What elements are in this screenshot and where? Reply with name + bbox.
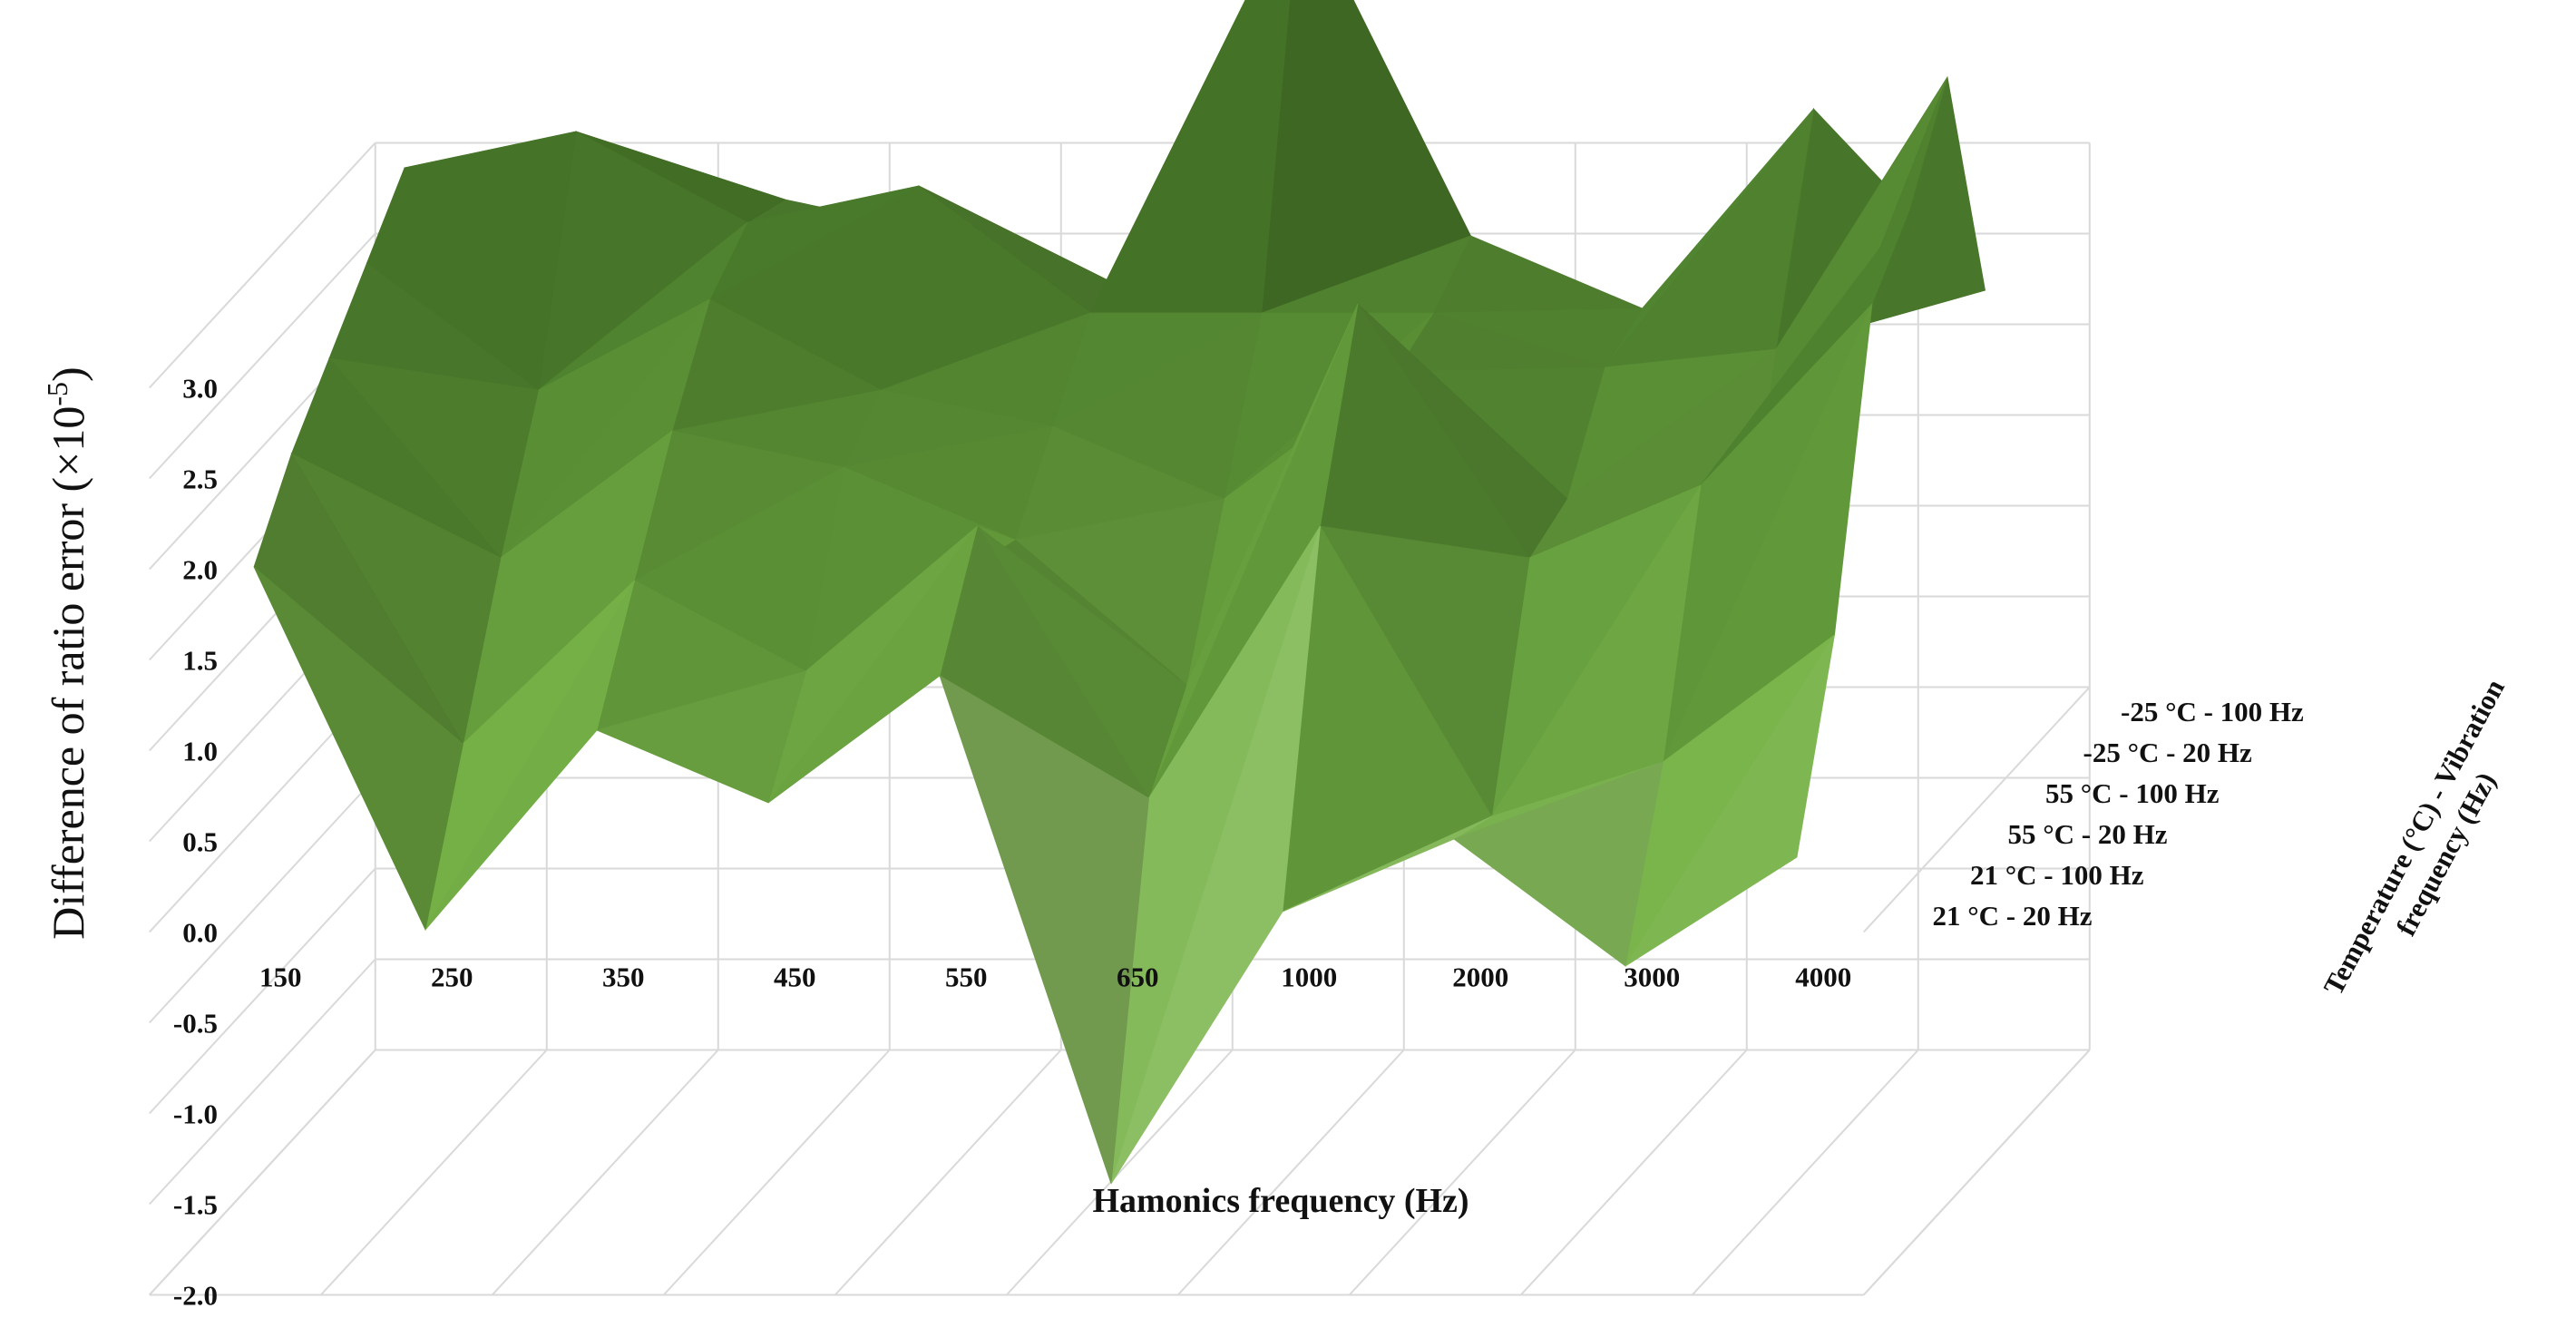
y-tick-label: -1.5 bbox=[173, 1189, 218, 1221]
x-tick-label: 4000 bbox=[1795, 962, 1851, 993]
y-tick-label: 3.0 bbox=[182, 373, 218, 405]
x-tick-label: 450 bbox=[774, 962, 816, 993]
floor-gridline bbox=[834, 1049, 1062, 1296]
depth-tick-label: -25 °C - 100 Hz bbox=[2121, 696, 2304, 727]
y-axis-title-exponent: -5 bbox=[41, 382, 73, 406]
x-tick-label: 150 bbox=[259, 962, 302, 993]
sidewall-gridline bbox=[149, 776, 376, 1024]
depth-tick-label: 55 °C - 20 Hz bbox=[2008, 818, 2168, 850]
depth-tick-label: -25 °C - 20 Hz bbox=[2083, 737, 2253, 768]
surface-facet bbox=[253, 566, 463, 932]
floor-gridline bbox=[663, 1049, 891, 1296]
floor-gridline bbox=[1349, 1049, 1576, 1296]
x-tick-label: 2000 bbox=[1452, 962, 1508, 993]
floor-gridline bbox=[1006, 1049, 1234, 1296]
y-axis-title-main: Difference of ratio error (×10 bbox=[43, 406, 93, 940]
right-depth-gridline bbox=[1863, 686, 2091, 933]
surface-facet bbox=[1110, 525, 1321, 1185]
x-tick-label: 3000 bbox=[1624, 962, 1680, 993]
y-axis-title-close: ) bbox=[43, 366, 93, 382]
floor-gridline bbox=[320, 1049, 548, 1296]
surface-facet bbox=[939, 675, 1149, 1185]
surface-facet bbox=[1282, 815, 1492, 913]
sidewall-gridline bbox=[149, 958, 376, 1206]
surface-facet bbox=[767, 525, 978, 804]
x-tick-label: 350 bbox=[602, 962, 645, 993]
y-axis-ticks: 3.0 2.5 2.0 1.5 1.0 0.5 0.0 -0.5 -1.0 -1.5 -2.0 bbox=[173, 373, 218, 1312]
x-tick-label: 650 bbox=[1117, 962, 1159, 993]
y-tick-label: -1.0 bbox=[173, 1098, 218, 1130]
y-tick-label: 1.0 bbox=[182, 736, 218, 767]
depth-tick-label: 21 °C - 100 Hz bbox=[1970, 859, 2144, 891]
x-tick-label: 1000 bbox=[1281, 962, 1337, 993]
y-tick-label: 0.0 bbox=[182, 917, 218, 949]
y-axis-title: Difference of ratio error (×10-5) bbox=[41, 366, 93, 939]
surface-facet bbox=[1453, 761, 1664, 967]
surface-facet bbox=[1625, 634, 1835, 967]
depth-axis-ticks: 21 °C - 20 Hz 21 °C - 100 Hz 55 °C - 20 Hz… bbox=[1933, 696, 2305, 932]
y-tick-label: 2.5 bbox=[182, 464, 218, 495]
x-axis-title: Hamonics frequency (Hz) bbox=[1092, 1182, 1469, 1220]
sidewall-gridline bbox=[149, 867, 376, 1115]
floor-gridline bbox=[1520, 1049, 1748, 1296]
y-tick-label: -2.0 bbox=[173, 1280, 218, 1312]
depth-tick-label: 55 °C - 100 Hz bbox=[2045, 777, 2220, 809]
x-tick-label: 550 bbox=[945, 962, 988, 993]
y-tick-label: -0.5 bbox=[173, 1008, 218, 1040]
floor-gridline bbox=[1177, 1049, 1405, 1296]
sidewall-gridline bbox=[149, 232, 376, 480]
x-tick-label: 250 bbox=[431, 962, 473, 993]
depth-axis-title: Temperature (°C) - Vibration frequency (… bbox=[2317, 674, 2510, 1001]
y-tick-label: 0.5 bbox=[182, 826, 218, 858]
y-tick-label: 2.0 bbox=[182, 554, 218, 586]
y-tick-label: 1.5 bbox=[182, 645, 218, 677]
floor-gridline bbox=[149, 1049, 376, 1296]
surface-facet bbox=[595, 670, 807, 804]
surface-layer bbox=[253, 0, 1986, 1185]
floor-gridline bbox=[492, 1049, 719, 1296]
depth-axis-title-line1: Temperature (°C) - Vibration bbox=[2317, 674, 2510, 1001]
surface-facet bbox=[424, 580, 635, 931]
floor-gridline bbox=[1692, 1049, 1919, 1296]
x-axis-ticks: 150 250 350 450 550 650 1000 2000 3000 4000 bbox=[259, 962, 1851, 993]
depth-tick-label: 21 °C - 20 Hz bbox=[1933, 900, 2093, 932]
right-depth-gridline bbox=[1863, 1049, 2091, 1296]
sidewall-gridline bbox=[149, 142, 376, 389]
